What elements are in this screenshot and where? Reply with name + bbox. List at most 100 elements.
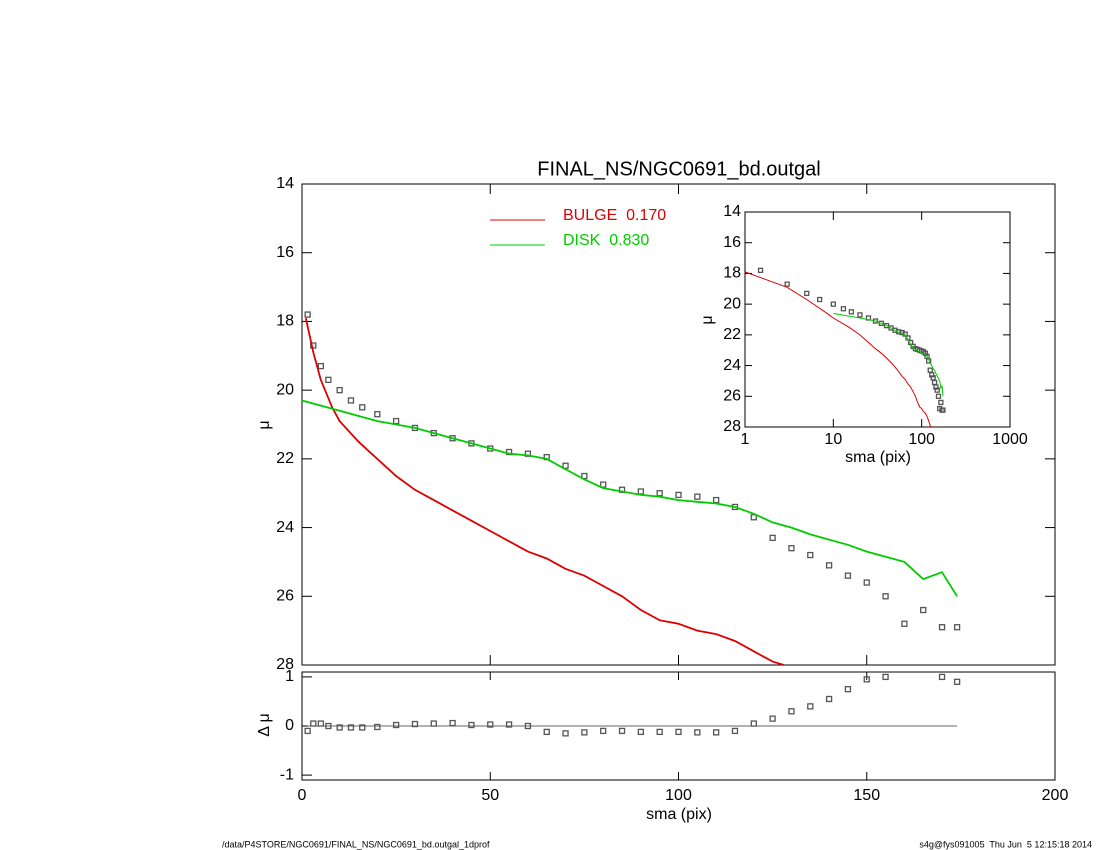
residual-point — [562, 730, 569, 737]
residual-point — [769, 715, 776, 722]
residual-point — [807, 703, 814, 710]
residual-tick-label: 0 — [285, 717, 294, 734]
residual-point — [392, 721, 400, 729]
residual-point — [310, 720, 317, 727]
inset-y-tick-label: 28 — [723, 418, 741, 435]
data-point — [392, 417, 400, 425]
residual-axis-label: Δ μ — [256, 713, 273, 736]
footer-left: /data/P4STORE/NGC0691/FINAL_NS/NGC0691_b… — [222, 839, 490, 849]
data-point — [347, 397, 355, 404]
inset-data-point — [804, 290, 810, 297]
data-point — [863, 579, 870, 586]
data-point — [713, 496, 720, 504]
inset-data-point — [935, 393, 942, 399]
y-tick-label: 16 — [276, 244, 294, 261]
inset-data-point — [830, 301, 836, 307]
legend-label: DISK 0.830 — [563, 232, 649, 249]
residual-point — [317, 720, 324, 727]
inset-y-tick-label: 24 — [723, 357, 741, 374]
residual-point — [713, 729, 720, 736]
inset-data-point — [938, 399, 944, 406]
inset-y-tick-label: 22 — [723, 326, 741, 343]
inset-x-tick-label: 1 — [741, 431, 750, 448]
data-point — [938, 624, 946, 631]
residual-point — [953, 678, 961, 685]
data-point — [656, 490, 663, 497]
y-tick-label: 22 — [276, 450, 294, 467]
inset-data-point — [933, 384, 939, 390]
residual-point — [882, 673, 889, 681]
inset-x-label: sma (pix) — [845, 449, 911, 466]
residual-point — [359, 724, 366, 731]
inset-y-tick-label: 14 — [723, 203, 741, 220]
residual-point — [325, 722, 332, 730]
data-point — [325, 376, 332, 383]
data-point — [304, 311, 311, 318]
residual-point — [336, 724, 343, 731]
data-point — [807, 551, 814, 559]
data-point — [953, 624, 961, 631]
inset-data-point — [757, 267, 764, 274]
residual-point — [731, 727, 739, 735]
residual-point — [505, 721, 513, 728]
inset-x-tick-label: 1000 — [992, 431, 1028, 448]
footer-right: s4g@fys091005 Thu Jun 5 12:15:18 2014 — [919, 839, 1092, 849]
inset-model-line — [833, 312, 944, 397]
residual-point — [304, 727, 311, 735]
residual-point — [844, 686, 852, 693]
residual-point — [750, 720, 757, 727]
inset-data-point — [784, 281, 790, 287]
x-tick-label: 50 — [481, 787, 499, 804]
residual-point — [788, 708, 795, 715]
y-tick-label: 20 — [276, 381, 294, 398]
residual-point — [543, 728, 550, 736]
y-tick-label: 18 — [276, 313, 294, 330]
residual-point — [581, 729, 588, 736]
inset-data-point — [857, 312, 863, 318]
data-point — [901, 620, 908, 627]
y-tick-label: 24 — [276, 519, 294, 536]
inset-y-label: μ — [699, 315, 716, 324]
residual-point — [524, 722, 532, 730]
data-point — [675, 491, 682, 499]
residual-point — [430, 720, 437, 727]
inset-y-tick-label: 26 — [723, 388, 741, 405]
y-tick-label: 28 — [276, 656, 294, 673]
residual-point — [347, 724, 355, 731]
inset-data-point — [940, 407, 946, 413]
data-point — [844, 572, 852, 579]
inset-x-tick-label: 100 — [908, 431, 935, 448]
data-point — [637, 488, 644, 495]
inset-model-line — [744, 271, 932, 428]
residual-tick-label: 1 — [285, 668, 294, 685]
data-point — [769, 534, 776, 542]
residual-point — [487, 721, 494, 728]
y-axis-label: μ — [256, 420, 273, 429]
inset-y-tick-label: 18 — [723, 265, 741, 282]
legend-label: BULGE 0.170 — [563, 207, 666, 224]
model-line — [301, 399, 958, 597]
data-point — [788, 545, 795, 552]
residual-tick-label: -1 — [280, 766, 294, 783]
residual-point — [600, 727, 607, 735]
inset-y-tick-label: 16 — [723, 234, 741, 251]
inset-y-tick-label: 20 — [723, 295, 741, 312]
inset-data-point — [840, 306, 847, 312]
inset-x-tick-label: 10 — [824, 431, 842, 448]
residual-point — [618, 727, 626, 735]
data-point — [825, 562, 833, 569]
y-tick-label: 14 — [276, 175, 294, 192]
model-line — [304, 317, 785, 666]
residual-point — [656, 728, 663, 736]
residual-point — [863, 676, 870, 683]
residual-point — [411, 720, 419, 728]
inset-data-point — [878, 320, 885, 326]
residual-point — [825, 695, 833, 703]
residual-point — [938, 673, 946, 681]
data-point — [310, 342, 317, 349]
residual-point — [374, 723, 381, 731]
residual-point — [675, 728, 682, 736]
y-tick-label: 26 — [276, 588, 294, 605]
data-point — [882, 593, 889, 600]
